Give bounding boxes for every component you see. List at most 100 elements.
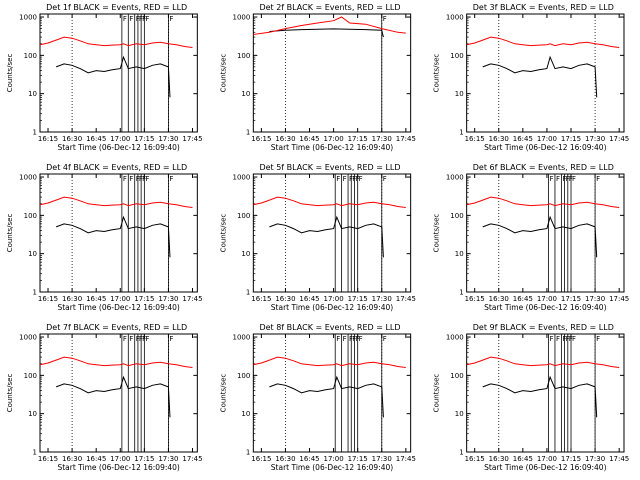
flag-label: F [572, 335, 576, 343]
y-tick-label: 1 [459, 289, 463, 297]
panel-det-5: Det 5f BLACK = Events, RED = LLD 1 10 100 10… [219, 163, 416, 312]
x-tick-label: 17:15 [134, 295, 154, 303]
x-tick-label: 17:00 [324, 455, 344, 463]
flag-label: F [343, 175, 347, 183]
x-tick-label: 17:15 [134, 135, 154, 143]
y-tick-label: 1000 [233, 334, 251, 342]
series-line-events [269, 375, 384, 418]
series-line-events [55, 55, 171, 98]
plot-frame [252, 333, 412, 453]
x-tick-label: 16:15 [465, 295, 485, 303]
x-tick-label: 16:45 [86, 135, 106, 143]
flag-label: F [550, 335, 554, 343]
x-tick-label: 17:15 [561, 455, 581, 463]
y-tick-label: 1000 [446, 334, 464, 342]
y-tick-label: 1 [246, 449, 250, 457]
x-axis-label: Start Time (06-Dec-12 16:09:40) [57, 463, 179, 472]
x-tick-label: 16:30 [489, 135, 509, 143]
panel-det-4: Det 4f BLACK = Events, RED = LLD 1 10 100 10… [6, 163, 203, 312]
flag-label: F [572, 175, 576, 183]
flag-label: F [383, 335, 387, 343]
x-tick-label: 16:30 [275, 455, 295, 463]
y-tick-label: 10 [28, 250, 37, 258]
x-tick-label: 16:30 [62, 455, 82, 463]
flag-label: F [129, 15, 133, 23]
y-tick-label: 10 [28, 410, 37, 418]
x-tick-label: 16:45 [513, 295, 533, 303]
x-tick-label: 17:00 [110, 135, 130, 143]
flag-label: F [129, 335, 133, 343]
x-tick-label: 17:45 [609, 295, 629, 303]
y-axis-label: Counts/sec [6, 214, 14, 253]
flag-label: F [596, 175, 600, 183]
flag-label: F [123, 175, 127, 183]
x-axis-label: Start Time (06-Dec-12 16:09:40) [57, 143, 179, 152]
plot-frame [39, 333, 198, 453]
x-tick-label: 17:45 [396, 455, 416, 463]
flag-label: F [343, 335, 347, 343]
y-tick-label: 1000 [19, 174, 37, 182]
x-tick-label: 17:30 [585, 135, 605, 143]
x-tick-label: 17:00 [324, 135, 344, 143]
flag-label: F [383, 175, 387, 183]
y-axis-label: Counts/sec [6, 54, 14, 93]
x-tick-label: 17:00 [537, 455, 557, 463]
panel-det-8: Det 8f BLACK = Events, RED = LLD 1 10 100 10… [219, 323, 416, 472]
flag-label: F [383, 15, 387, 23]
y-tick-label: 100 [24, 52, 37, 60]
x-axis-label: Start Time (06-Dec-12 16:09:40) [271, 143, 393, 152]
x-tick-label: 17:15 [561, 295, 581, 303]
x-tick-label: 16:15 [38, 455, 58, 463]
x-tick-label: 17:15 [348, 135, 368, 143]
series-line-lld [39, 356, 193, 368]
y-axis-label: Counts/sec [219, 54, 227, 93]
x-tick-label: 17:45 [396, 295, 416, 303]
panel-title: Det 9f BLACK = Events, RED = LLD [473, 323, 614, 332]
panel-title: Det 3f BLACK = Events, RED = LLD [473, 3, 614, 12]
y-tick-label: 1000 [19, 14, 37, 22]
x-tick-label: 17:00 [110, 295, 130, 303]
x-axis-label: Start Time (06-Dec-12 16:09:40) [484, 303, 606, 312]
series-line-lld [253, 196, 406, 208]
x-tick-label: 16:15 [465, 455, 485, 463]
x-axis-label: Start Time (06-Dec-12 16:09:40) [271, 303, 393, 312]
x-axis-label: Start Time (06-Dec-12 16:09:40) [484, 143, 606, 152]
y-tick-label: 10 [455, 90, 464, 98]
series-line-lld [466, 36, 620, 48]
x-tick-label: 17:30 [158, 135, 178, 143]
x-tick-label: 17:15 [348, 455, 368, 463]
x-tick-label: 17:45 [182, 455, 202, 463]
x-tick-label: 17:45 [396, 135, 416, 143]
x-tick-label: 16:15 [38, 295, 58, 303]
x-tick-label: 17:30 [372, 455, 392, 463]
x-tick-label: 17:45 [609, 135, 629, 143]
x-tick-label: 16:30 [275, 135, 295, 143]
plot-frame [39, 173, 198, 293]
flag-label: F [336, 175, 340, 183]
series-line-lld [39, 196, 193, 208]
y-tick-label: 1000 [19, 334, 37, 342]
panel-title: Det 2f BLACK = Events, RED = LLD [259, 3, 400, 12]
y-tick-label: 100 [450, 372, 463, 380]
panel-title: Det 4f BLACK = Events, RED = LLD [46, 163, 187, 172]
series-line-lld [253, 356, 406, 368]
y-tick-label: 10 [455, 410, 464, 418]
flag-label: F [556, 175, 560, 183]
y-tick-label: 100 [24, 212, 37, 220]
y-tick-label: 1 [33, 129, 37, 137]
flag-label: F [129, 175, 133, 183]
series-line-lld [253, 16, 406, 35]
y-axis-label: Counts/sec [433, 54, 441, 93]
x-tick-label: 17:00 [110, 455, 130, 463]
x-tick-label: 17:45 [182, 295, 202, 303]
series-line-lld [466, 196, 620, 208]
y-tick-label: 1 [33, 449, 37, 457]
x-tick-label: 16:45 [86, 295, 106, 303]
panel-title: Det 7f BLACK = Events, RED = LLD [46, 323, 187, 332]
x-tick-label: 16:15 [251, 295, 271, 303]
panel-title: Det 6f BLACK = Events, RED = LLD [473, 163, 614, 172]
y-axis-label: Counts/sec [219, 214, 227, 253]
x-axis-label: Start Time (06-Dec-12 16:09:40) [57, 303, 179, 312]
panel-det-1: Det 1f BLACK = Events, RED = LLD 1 10 100 10… [6, 3, 203, 152]
